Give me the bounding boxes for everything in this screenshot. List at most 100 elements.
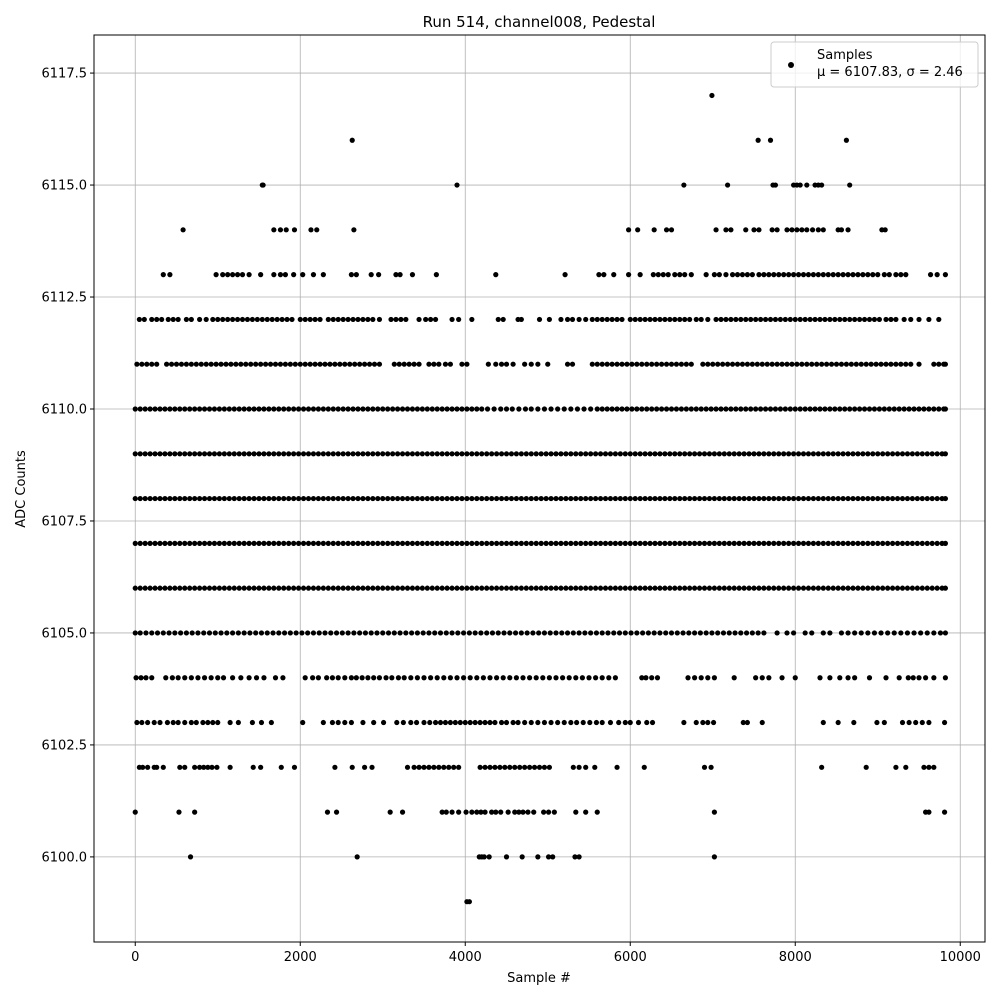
- sample-point: [914, 585, 920, 591]
- sample-point: [583, 495, 589, 502]
- sample-point: [756, 227, 762, 233]
- sample-point: [817, 406, 823, 412]
- sample-point: [362, 764, 368, 770]
- sample-point: [776, 540, 782, 546]
- sample-point: [662, 585, 668, 591]
- sample-point: [365, 495, 371, 502]
- sample-point: [878, 630, 884, 636]
- sample-point: [187, 495, 193, 502]
- sample-point: [167, 540, 173, 546]
- sample-point: [365, 540, 371, 546]
- sample-point: [393, 272, 399, 278]
- sample-point: [553, 495, 559, 502]
- sample-point: [221, 406, 227, 412]
- sample-point: [791, 585, 797, 591]
- sample-point: [197, 540, 203, 546]
- sample-point: [551, 809, 557, 815]
- sample-point: [142, 406, 148, 412]
- sample-point: [517, 764, 523, 770]
- sample-point: [266, 406, 272, 412]
- sample-point: [899, 719, 906, 726]
- sample-point: [672, 451, 678, 457]
- sample-point: [732, 630, 738, 636]
- sample-point: [201, 540, 208, 546]
- sample-point: [919, 585, 925, 591]
- sample-point: [498, 540, 505, 546]
- sample-point: [270, 630, 276, 636]
- sample-point: [308, 227, 314, 233]
- sample-point: [268, 719, 274, 726]
- sample-point: [281, 585, 287, 591]
- sample-point: [411, 361, 417, 367]
- sample-point: [300, 540, 307, 546]
- sample-point: [721, 585, 727, 591]
- sample-point: [835, 451, 841, 457]
- sample-point: [175, 675, 181, 681]
- sample-point: [137, 495, 143, 502]
- sample-point: [283, 227, 289, 233]
- sample-point: [513, 675, 520, 681]
- sample-point: [355, 585, 361, 591]
- sample-point: [573, 809, 579, 815]
- sample-point: [209, 764, 215, 770]
- sample-point: [715, 630, 721, 636]
- sample-point: [563, 495, 569, 502]
- sample-point: [360, 540, 366, 546]
- sample-point: [911, 406, 917, 412]
- sample-point: [601, 272, 607, 278]
- sample-point: [931, 630, 937, 636]
- sample-point: [761, 630, 767, 636]
- sample-point: [197, 495, 203, 502]
- sample-point: [281, 630, 288, 636]
- sample-point: [355, 406, 361, 412]
- sample-point: [860, 272, 866, 278]
- sample-point: [815, 540, 821, 546]
- sample-point: [787, 406, 793, 412]
- sample-point: [352, 361, 358, 367]
- sample-point: [931, 361, 937, 367]
- sample-point: [673, 406, 680, 412]
- sample-point: [277, 227, 284, 233]
- sample-point: [942, 361, 949, 367]
- sample-point: [751, 585, 757, 591]
- sample-point: [570, 764, 576, 770]
- sample-point: [810, 585, 817, 591]
- sample-point: [776, 585, 782, 591]
- sample-point: [720, 361, 726, 367]
- sample-point: [180, 227, 186, 233]
- sample-point: [594, 361, 600, 367]
- sample-point: [399, 540, 406, 546]
- sample-point: [942, 630, 949, 636]
- sample-point: [632, 451, 638, 457]
- sample-point: [495, 316, 501, 323]
- x-tick-label: 8000: [779, 950, 812, 965]
- sample-point: [286, 585, 292, 591]
- sample-point: [607, 495, 614, 502]
- sample-point: [908, 361, 914, 367]
- sample-point: [711, 272, 718, 278]
- sample-point: [860, 585, 866, 591]
- sample-point: [914, 540, 920, 546]
- sample-point: [840, 272, 846, 278]
- sample-point: [152, 495, 158, 502]
- sample-point: [929, 495, 935, 502]
- sample-point: [616, 719, 622, 726]
- sample-point: [820, 227, 826, 233]
- sample-point: [404, 764, 411, 770]
- sample-point: [419, 451, 425, 457]
- sample-point: [772, 316, 779, 323]
- sample-point: [201, 585, 208, 591]
- sample-point: [681, 182, 687, 188]
- sample-point: [791, 630, 797, 636]
- sample-point: [409, 451, 416, 457]
- sample-point: [424, 540, 430, 546]
- sample-point: [617, 540, 623, 546]
- sample-point: [287, 361, 293, 367]
- sample-point: [218, 630, 224, 636]
- sample-point: [838, 630, 845, 636]
- sample-point: [211, 495, 218, 502]
- sample-point: [432, 630, 438, 636]
- sample-point: [347, 361, 353, 367]
- sample-point: [716, 272, 722, 278]
- sample-point: [578, 495, 584, 502]
